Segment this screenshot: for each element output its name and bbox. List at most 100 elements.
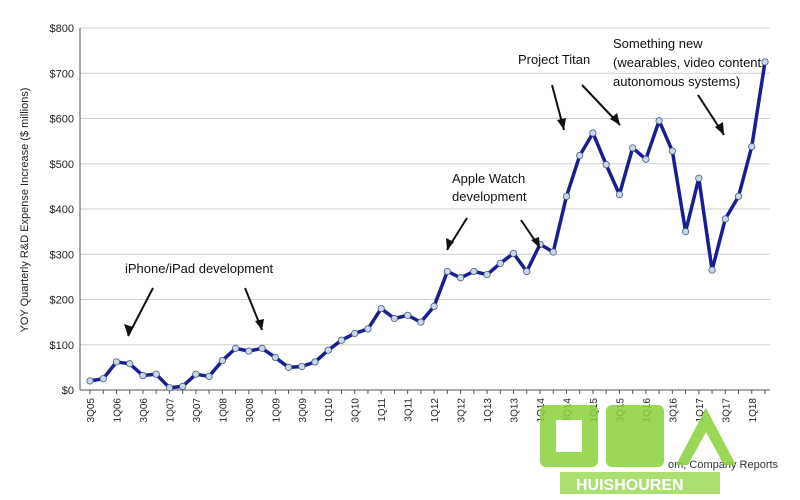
data-point [417,318,425,326]
data-point [576,152,584,160]
data-point [231,344,240,352]
x-tick-label: 3Q09 [298,398,309,423]
data-point [351,329,359,338]
x-tick-label: 1Q07 [165,398,176,423]
data-point [390,314,399,323]
y-tick-labels: $0 $100 $200 $300 $400 $500 $600 $700 $800 [50,23,74,397]
data-point [549,248,557,256]
data-point [324,346,332,354]
y-tick-label: $500 [50,159,74,171]
arrowhead-titan-2 [610,113,620,125]
data-point [311,358,319,366]
data-point [112,358,121,366]
y-tick-label: $400 [50,204,74,216]
annotation-new-line2: (wearables, video content, [613,55,765,70]
annotation-new-line1: Something new [613,36,703,51]
x-tick-label: 1Q17 [695,398,706,423]
watermark-box-2 [606,405,664,467]
grid-lines [80,27,770,346]
data-point [430,302,438,310]
data-point [562,192,571,200]
y-tick-label: $100 [50,340,74,352]
data-point [179,382,187,390]
x-tick-label: 1Q08 [218,398,229,423]
y-axis-label: YOY Quarterly R&D Expense Increase ($ mi… [19,88,31,333]
annotation-arrows [127,84,725,337]
data-point [668,147,676,155]
data-point [284,363,293,371]
series-line-path [89,61,767,390]
x-tick-label: 3Q12 [457,398,468,423]
data-point [509,249,518,257]
data-point [642,155,650,163]
x-tick-label: 3Q11 [404,398,415,422]
data-point [456,274,465,282]
data-point [470,267,478,276]
watermark-logo: HUISHOUREN [540,405,736,494]
data-point [602,161,610,169]
arrowhead-watch-2 [531,237,540,248]
x-tick-label: 1Q13 [483,398,494,423]
data-point [337,336,346,344]
x-tick-label: 1Q18 [748,398,759,423]
annotation-watch-line1: Apple Watch [452,171,525,186]
data-point [615,190,624,199]
y-tick-label: $600 [50,114,74,126]
axes [79,28,770,394]
data-point [298,362,306,371]
data-point [165,384,174,392]
data-point [748,142,756,151]
data-point [152,370,160,378]
y-tick-label: $300 [50,249,74,261]
x-tick-label: 1Q12 [430,398,441,423]
annotation-arrowheads [124,113,724,336]
x-tick-label: 1Q11 [377,398,388,422]
x-tick-label: 1Q06 [112,398,123,423]
x-tick-label: 3Q17 [721,398,732,423]
annotation-titan: Project Titan [518,52,590,67]
x-tick-label: 1Q09 [271,398,282,423]
x-tick-label: 3Q13 [510,398,521,423]
arrowhead-iphone-1 [124,324,133,336]
data-point [761,58,769,66]
x-tick-label: 3Q07 [192,398,203,423]
data-point [192,370,200,378]
arrowhead-new [715,122,724,135]
data-point [589,129,597,137]
source-text: om, Company Reports [668,459,779,471]
x-tick-label: 3Q08 [245,398,256,423]
data-point [258,344,266,352]
data-point [695,174,703,182]
arrowhead-iphone-2 [255,319,264,330]
data-point [86,377,94,385]
data-point [364,325,372,333]
y-tick-label: $800 [50,23,74,35]
data-point [721,215,729,223]
watermark-mountain [676,408,736,465]
data-point [655,117,663,125]
watermark-bar [560,472,720,494]
data-point [245,347,253,355]
data-point [681,228,690,236]
annotation-watch-line2: development [452,189,527,204]
data-point [271,353,279,362]
data-point [205,372,213,381]
data-point [126,360,134,368]
data-point [443,267,451,276]
data-point [708,266,716,274]
x-tick-label: 3Q10 [351,398,362,423]
data-point [377,304,385,313]
y-tick-label: $700 [50,68,74,80]
y-tick-label: $0 [62,385,74,397]
series-points [86,58,769,392]
y-tick-label: $200 [50,295,74,307]
arrowhead-titan-1 [557,118,566,130]
data-point [218,356,226,365]
data-point [629,144,637,152]
data-point [523,267,531,276]
data-point [734,192,743,200]
x-tick-label: 3Q06 [139,398,150,423]
watermark-box-inner [556,420,582,452]
data-point [404,311,412,319]
